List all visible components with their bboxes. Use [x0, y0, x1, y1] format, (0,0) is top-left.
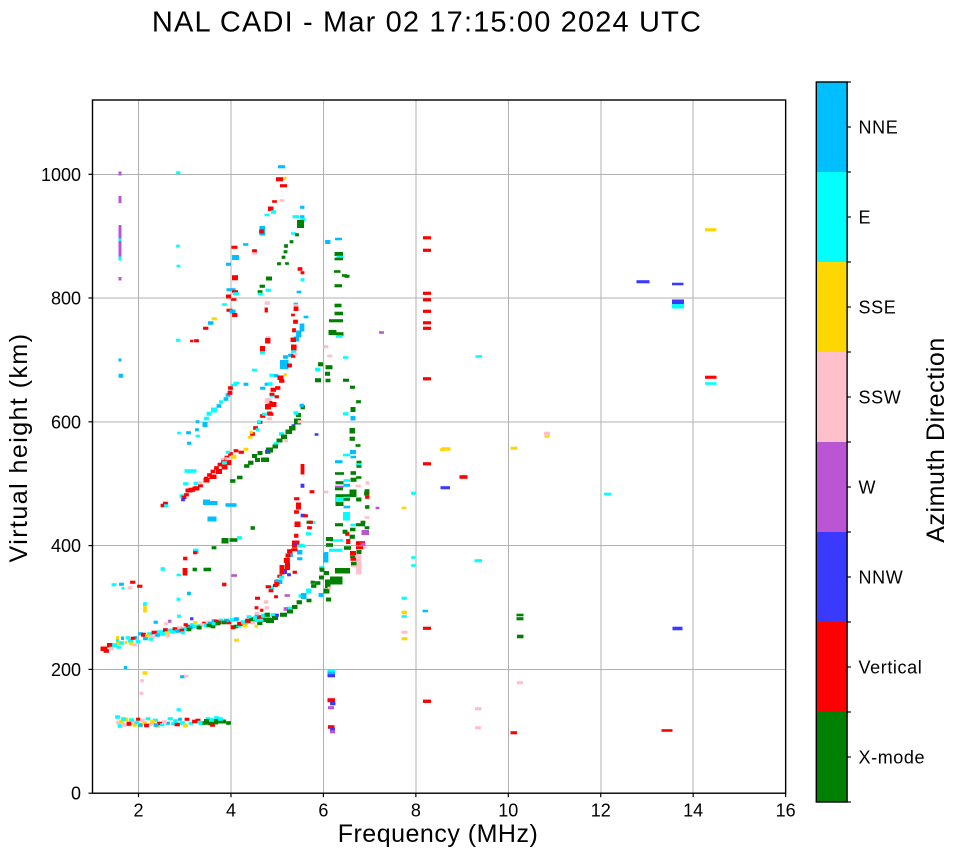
svg-text:Virtual height (km): Virtual height (km) [5, 333, 33, 563]
svg-text:14: 14 [683, 800, 703, 820]
svg-text:2: 2 [133, 800, 143, 820]
svg-text:200: 200 [51, 660, 81, 680]
svg-text:600: 600 [51, 412, 81, 432]
svg-text:SSE: SSE [859, 298, 897, 318]
svg-text:Vertical: Vertical [859, 658, 923, 678]
svg-text:6: 6 [318, 800, 328, 820]
svg-text:NAL CADI - Mar 02 17:15:00 202: NAL CADI - Mar 02 17:15:00 2024 UTC [152, 6, 702, 38]
svg-text:16: 16 [776, 800, 796, 820]
svg-text:0: 0 [71, 784, 81, 804]
svg-text:NNW: NNW [859, 568, 904, 588]
svg-text:1000: 1000 [41, 165, 81, 185]
svg-text:X-mode: X-mode [859, 748, 926, 768]
svg-text:SSW: SSW [859, 388, 902, 408]
svg-text:8: 8 [411, 800, 421, 820]
svg-text:Frequency (MHz): Frequency (MHz) [338, 820, 539, 848]
svg-text:800: 800 [51, 289, 81, 309]
svg-text:E: E [859, 208, 872, 228]
svg-text:4: 4 [226, 800, 236, 820]
svg-text:NNE: NNE [859, 118, 899, 138]
svg-text:Azimuth Direction: Azimuth Direction [922, 337, 950, 543]
svg-text:W: W [859, 478, 877, 498]
svg-text:400: 400 [51, 536, 81, 556]
svg-text:12: 12 [591, 800, 611, 820]
svg-text:10: 10 [498, 800, 518, 820]
